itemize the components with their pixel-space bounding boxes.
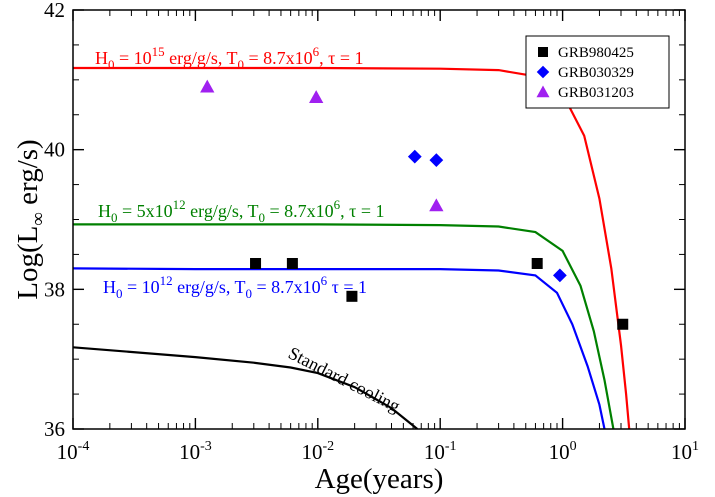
legend-box	[525, 35, 670, 109]
markers-layer	[200, 79, 629, 330]
model-curve-2	[73, 223, 615, 429]
triangle-marker	[309, 90, 324, 104]
square-marker	[531, 257, 543, 269]
curve-labels-layer: H0 = 1015 erg/g/s, T0 = 8.7x106, τ = 1 H0…	[95, 44, 403, 416]
y-tick-label: 38	[44, 277, 65, 301]
legend-entry-label: GRB031203	[558, 85, 634, 101]
y-tick-label: 36	[44, 417, 65, 441]
square-marker	[346, 290, 358, 302]
model-curve-4	[73, 346, 418, 429]
x-tick-label: 100	[549, 439, 577, 464]
legend-entry-label: GRB030329	[558, 65, 634, 81]
legend-entry-label: GRB980425	[558, 45, 634, 61]
triangle-marker	[429, 198, 444, 212]
curve-label-1: H0 = 1015 erg/g/s, T0 = 8.7x106, τ = 1	[95, 44, 364, 72]
labels-layer: 10-4 10-3 10-2 10-1 100 101 36 38 40 42 Age(years)…	[12, 0, 699, 495]
curve-label-2: H0 = 5x1012 erg/g/s, T0 = 8.7x106, τ = 1	[98, 197, 385, 225]
diamond-marker	[407, 149, 422, 164]
model-curve-3	[73, 267, 606, 429]
legend-triangle-marker	[536, 85, 550, 98]
square-marker	[617, 318, 629, 330]
y-tick-label: 42	[44, 0, 65, 22]
square-marker	[286, 257, 298, 269]
x-tick-label: 10-1	[424, 439, 457, 464]
legend: GRB980425 GRB030329 GRB031203	[525, 35, 670, 109]
y-tick-label: 40	[44, 138, 65, 162]
ticks-layer	[72, 9, 686, 430]
x-tick-label: 101	[671, 439, 699, 464]
y-axis-label: Log(L∞ erg/s)	[12, 139, 49, 299]
x-axis-label: Age(years)	[315, 463, 444, 495]
curve-label-4: Standard cooling	[285, 343, 403, 416]
square-marker	[250, 257, 262, 269]
x-tick-label: 10-4	[57, 439, 90, 464]
legend-diamond-marker	[536, 65, 550, 79]
diamond-marker	[552, 268, 567, 283]
triangle-marker	[200, 79, 215, 93]
curve-label-3: H0 = 1012 erg/g/s, T0 = 8.7x106 τ = 1	[103, 273, 367, 301]
x-tick-label: 10-2	[301, 439, 334, 464]
diamond-marker	[429, 153, 444, 168]
x-tick-label: 10-3	[179, 439, 212, 464]
legend-square-marker	[538, 47, 548, 57]
